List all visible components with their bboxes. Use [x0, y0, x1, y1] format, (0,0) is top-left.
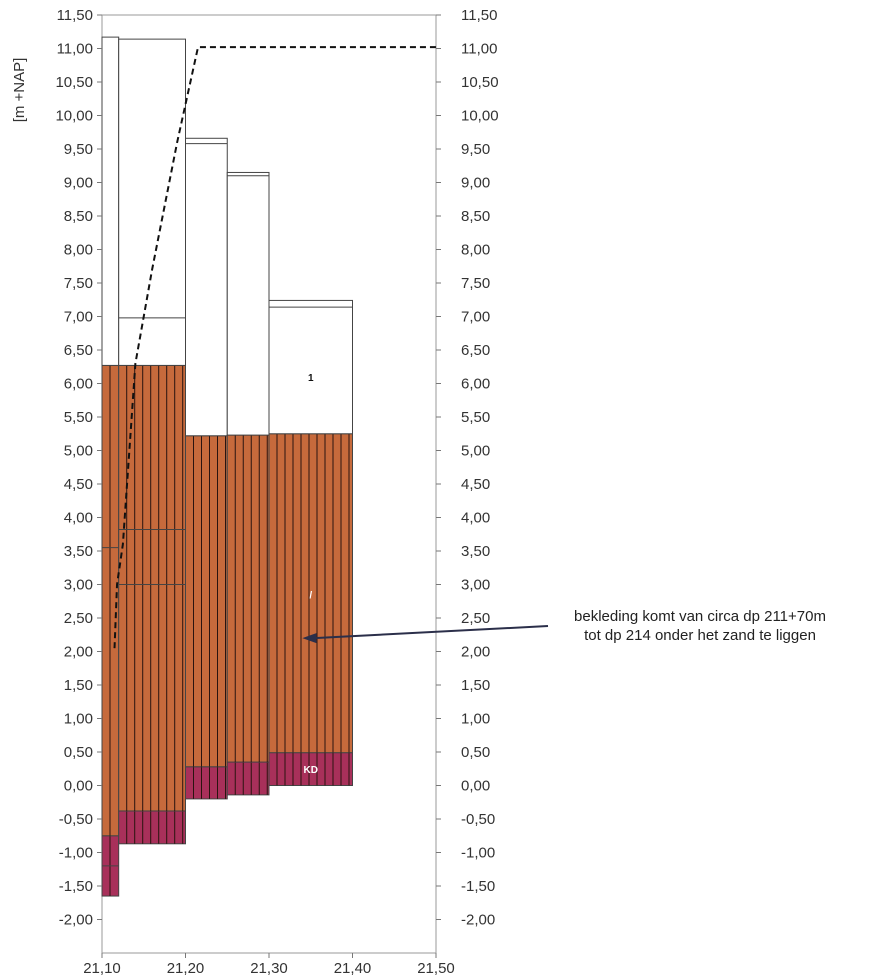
y-tick-label-left: 8,00 [64, 242, 93, 259]
y-tick-label-left: 9,50 [64, 141, 93, 158]
column-3-cladding-layer [185, 435, 228, 768]
annotation-arrow-head [302, 633, 317, 644]
x-tick-label: 21,10 [83, 960, 121, 975]
y-tick-label-left: 10,50 [55, 74, 93, 91]
y-tick-label-left: 6,00 [64, 376, 93, 393]
x-tick-label: 21,40 [334, 960, 372, 975]
y-tick-label-left: 6,50 [64, 342, 93, 359]
column-2-cladding-layer [118, 364, 186, 812]
y-tick-label-left: -0,50 [59, 811, 93, 828]
annotation-line-1: bekleding komt van circa dp 211+70m [574, 608, 826, 625]
annotation-text: bekleding komt van circa dp 211+70m tot … [520, 607, 878, 645]
y-tick-label-right: -0,50 [461, 811, 495, 828]
y-tick-label-left: 10,00 [55, 108, 93, 125]
y-tick-label-left: 8,50 [64, 208, 93, 225]
column-4-base-layer [226, 761, 270, 796]
y-tick-label-right: 3,00 [461, 577, 490, 594]
y-tick-label-right: 1,50 [461, 677, 490, 694]
y-tick-label-right: -2,00 [461, 912, 495, 929]
annotation-arrow-line [314, 625, 549, 640]
y-tick-label-right: 6,50 [461, 342, 490, 359]
y-tick-label-left: 5,00 [64, 443, 93, 460]
column-5-sand-layer [268, 299, 353, 435]
y-tick-label-right: -1,00 [461, 845, 495, 862]
y-tick-label-left: 7,00 [64, 309, 93, 326]
y-tick-label-right: 5,00 [461, 443, 490, 460]
column-5-cladding-layer [268, 433, 353, 754]
y-tick-label-left: 1,00 [64, 711, 93, 728]
layer-label: 1 [308, 373, 314, 384]
y-tick-label-right: 3,50 [461, 543, 490, 560]
column-2-sand-layer [118, 38, 186, 366]
annotation-line-2: tot dp 214 onder het zand te liggen [584, 627, 816, 644]
column-2-base-layer [118, 810, 186, 845]
x-tick-label: 21,50 [417, 960, 455, 975]
y-tick-label-right: 10,00 [461, 108, 499, 125]
column-3-sand-layer [185, 137, 228, 437]
y-tick-label-right: 9,50 [461, 141, 490, 158]
y-tick-label-right: 5,50 [461, 409, 490, 426]
y-tick-label-left: -1,50 [59, 878, 93, 895]
y-tick-label-right: 7,50 [461, 275, 490, 292]
x-tick-label: 21,20 [167, 960, 205, 975]
y-tick-label-left: 5,50 [64, 409, 93, 426]
y-tick-label-left: 4,50 [64, 476, 93, 493]
y-tick-label-left: 7,50 [64, 275, 93, 292]
y-tick-label-right: 4,50 [461, 476, 490, 493]
y-tick-label-right: 2,00 [461, 644, 490, 661]
y-tick-label-left: 1,50 [64, 677, 93, 694]
x-tick-label: 21,30 [250, 960, 288, 975]
column-4-sand-layer [226, 171, 270, 436]
y-tick-label-right: 7,00 [461, 309, 490, 326]
y-tick-label-left: 0,50 [64, 744, 93, 761]
y-tick-label-left: -1,00 [59, 845, 93, 862]
y-tick-label-right: 0,00 [461, 778, 490, 795]
y-tick-label-left: 0,00 [64, 778, 93, 795]
y-tick-label-left: 9,00 [64, 175, 93, 192]
y-tick-label-left: 11,50 [57, 7, 93, 24]
column-5-base-layer [268, 752, 353, 786]
y-tick-label-left: 2,00 [64, 644, 93, 661]
y-tick-label-right: 6,00 [461, 376, 490, 393]
y-tick-label-right: 9,00 [461, 175, 490, 192]
layer-label: KD [304, 765, 318, 776]
y-tick-label-right: 11,50 [461, 7, 497, 24]
y-tick-label-right: 10,50 [461, 74, 499, 91]
column-3-base-layer [185, 766, 228, 800]
y-tick-label-left: 4,00 [64, 510, 93, 527]
y-axis-label: [m +NAP] [11, 58, 28, 123]
y-tick-label-left: -2,00 [59, 912, 93, 929]
y-tick-label-left: 3,00 [64, 577, 93, 594]
dashed-profile-line [113, 46, 436, 649]
y-tick-label-right: 1,00 [461, 711, 490, 728]
y-tick-label-right: 2,50 [461, 610, 490, 627]
y-tick-label-right: -1,50 [461, 878, 495, 895]
y-tick-label-right: 4,00 [461, 510, 490, 527]
layer-label: / [309, 591, 312, 602]
column-4-cladding-layer [226, 434, 270, 763]
y-tick-label-right: 8,00 [461, 242, 490, 259]
column-1-sand-layer [101, 36, 120, 366]
y-tick-label-left: 3,50 [64, 543, 93, 560]
y-tick-label-left: 11,00 [57, 41, 93, 58]
y-tick-label-right: 11,00 [461, 41, 497, 58]
y-tick-label-left: 2,50 [64, 610, 93, 627]
y-tick-label-right: 0,50 [461, 744, 490, 761]
y-tick-label-right: 8,50 [461, 208, 490, 225]
